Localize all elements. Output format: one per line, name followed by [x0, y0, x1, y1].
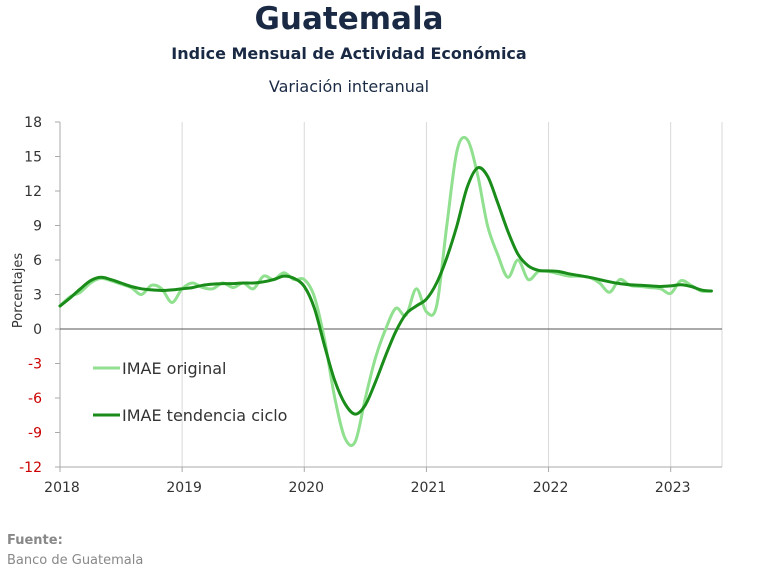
y-tick-label: -9 [28, 426, 42, 442]
y-tick-label: 0 [33, 322, 42, 338]
legend: IMAE original IMAE tendencia ciclo [93, 359, 287, 425]
y-tick-label: 12 [24, 184, 42, 200]
chart-subtitle: Indice Mensual de Actividad Económica [171, 44, 527, 63]
legend-label: IMAE original [122, 359, 226, 378]
chart-subtitle-secondary: Variación interanual [268, 77, 430, 96]
x-tick-label: 2020 [288, 480, 324, 496]
y-tick-label: -3 [28, 357, 42, 373]
x-tick-label: 2018 [44, 480, 80, 496]
legend-label: IMAE tendencia ciclo [122, 406, 287, 425]
series-layer [58, 135, 713, 447]
x-tick-label: 2022 [533, 480, 569, 496]
y-tick-label: 3 [33, 288, 42, 304]
y-axis-label: Porcentajes [11, 253, 26, 328]
series-line-2 [58, 166, 713, 416]
y-tick-label: 9 [33, 219, 42, 235]
x-tick-label: 2023 [655, 480, 691, 496]
source-text: Banco de Guatemala [7, 553, 144, 568]
y-tick-label: 6 [33, 253, 42, 269]
source-label: Fuente: [7, 533, 63, 548]
y-tick-label: 18 [24, 115, 42, 131]
x-tick-label: 2021 [411, 480, 447, 496]
x-tick-label: 2019 [166, 480, 202, 496]
series-line-1 [58, 135, 713, 447]
y-tick-label: -12 [19, 460, 42, 476]
y-tick-label: -6 [28, 391, 42, 407]
y-tick-label: 15 [24, 150, 42, 166]
chart-title: Guatemala [254, 1, 444, 37]
